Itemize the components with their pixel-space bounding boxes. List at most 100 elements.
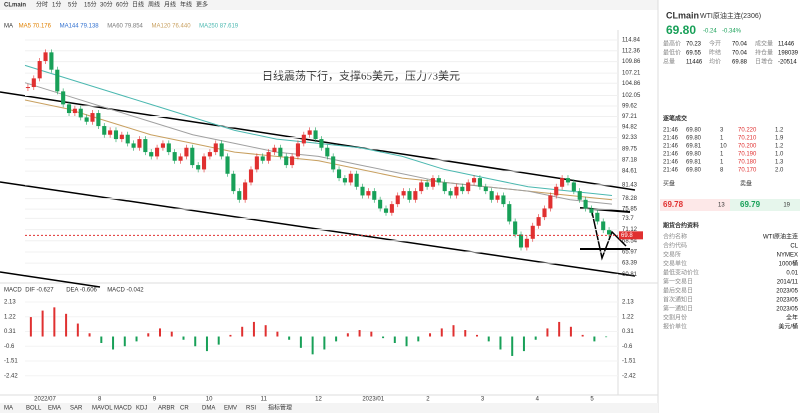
ask-box [730, 199, 800, 211]
period-tab: 60分 [116, 1, 129, 9]
candle [84, 117, 89, 122]
indicator-tab[interactable]: CR [180, 406, 189, 412]
candle [419, 182, 424, 192]
ma-legend: MA [4, 24, 13, 30]
y-tick-label: 94.82 [622, 124, 638, 130]
macd-tick-label: 2.13 [622, 300, 634, 306]
info: NYMEX [777, 253, 798, 259]
macd-tick-label: 1.22 [4, 314, 16, 320]
candle [237, 191, 242, 200]
trade: 70.200 [738, 144, 757, 150]
macd-tick-label: 1.22 [622, 314, 634, 320]
info: WTI原油主连 [763, 233, 798, 241]
trade: 70.210 [738, 136, 757, 142]
indicator-tab[interactable]: MACD [114, 406, 132, 412]
trade: 21:46 [663, 152, 679, 158]
ask-vol: 19 [783, 203, 790, 209]
ma-line [24, 64, 613, 196]
trade: 70.180 [738, 160, 757, 166]
stat: 11446 [686, 60, 703, 66]
side-price: 69.80 [666, 23, 696, 37]
candle [61, 91, 66, 105]
candle [37, 61, 42, 79]
ma-legend: MA60 79.854 [107, 24, 143, 30]
candle [477, 178, 482, 187]
stat: 最高价 [663, 40, 681, 48]
y-tick-label: 89.75 [622, 146, 638, 152]
candle [43, 52, 48, 62]
x-tick-label: 3 [481, 397, 485, 403]
candle [448, 191, 453, 196]
info: 合约代码 [663, 242, 687, 250]
info: 全年 [786, 314, 798, 322]
stat: 11446 [778, 42, 795, 48]
trade: 69.80 [686, 152, 702, 158]
y-tick-label: 63.39 [622, 261, 638, 267]
candle [495, 195, 500, 200]
indicator-tab[interactable]: 指标管理 [268, 404, 292, 412]
macd-tick-label: 0.31 [622, 329, 634, 335]
candle [507, 204, 512, 222]
candle [413, 191, 418, 200]
x-tick-label: 9 [153, 397, 157, 403]
macd-tick-label: -0.6 [4, 344, 15, 350]
trade: 1 [720, 152, 724, 158]
info: 1000桶 [779, 260, 798, 268]
info: 报价单位 [663, 323, 687, 331]
indicator-tab[interactable]: KDJ [136, 406, 147, 412]
ma-legend: MA120 76.440 [152, 24, 192, 30]
stat: 70.04 [732, 51, 748, 57]
candle [78, 108, 83, 118]
y-tick-label: 73.7 [622, 216, 634, 222]
indicator-tab[interactable]: MAVOL [92, 406, 113, 412]
trade: 1.2 [775, 144, 784, 150]
indicator-tab[interactable]: MA [4, 406, 13, 412]
trade: 1 [720, 136, 724, 142]
info: 2023/05 [776, 289, 798, 295]
stat: 69.88 [732, 60, 748, 66]
candle [560, 178, 565, 187]
candle [213, 143, 218, 153]
candle [108, 130, 113, 135]
candle [607, 230, 612, 235]
annotation: 日线震荡下行，支撑65美元，压力73美元 [262, 69, 460, 83]
candle [378, 199, 383, 209]
stat: 69.55 [686, 51, 702, 57]
trade: 69.80 [686, 136, 702, 142]
macd-tick-label: -2.42 [4, 373, 18, 379]
candle [119, 134, 124, 140]
indicator-tab[interactable]: EMV [224, 406, 237, 412]
candle [301, 134, 306, 144]
candle [231, 173, 236, 192]
candle [513, 221, 518, 235]
candle [295, 143, 301, 157]
indicator-tab[interactable]: BOLL [26, 406, 42, 412]
stat: 70.04 [732, 42, 748, 48]
period-tab: 1分 [52, 1, 61, 9]
x-tick-label: 2023/01 [362, 397, 384, 403]
indicator-tab[interactable]: SAR [70, 406, 83, 412]
candle [272, 147, 277, 153]
top-toolbar [0, 0, 658, 10]
info: 2023/05 [776, 307, 798, 313]
trade: 3 [720, 128, 724, 134]
indicator-tab[interactable]: RSI [246, 406, 256, 412]
indicator-tab[interactable]: ARBR [158, 406, 175, 412]
y-tick-label: 97.21 [622, 114, 638, 120]
candle [207, 152, 212, 157]
info: 首次通知日 [663, 296, 693, 304]
macd-legend: MACD [4, 288, 22, 294]
bid-box [660, 199, 730, 211]
candle [501, 195, 506, 205]
candle [325, 147, 330, 157]
indicator-tab[interactable]: EMA [48, 406, 61, 412]
x-tick-label: 2 [426, 397, 430, 403]
info: 0.01 [786, 271, 798, 277]
trade: 1.2 [775, 128, 784, 134]
indicator-tab[interactable]: DMA [202, 406, 215, 412]
info: CL [790, 244, 798, 250]
y-tick-label: 92.33 [622, 135, 638, 141]
last-price-box [619, 231, 643, 240]
stat: 今开 [709, 40, 721, 48]
x-tick-label: 8 [98, 397, 102, 403]
